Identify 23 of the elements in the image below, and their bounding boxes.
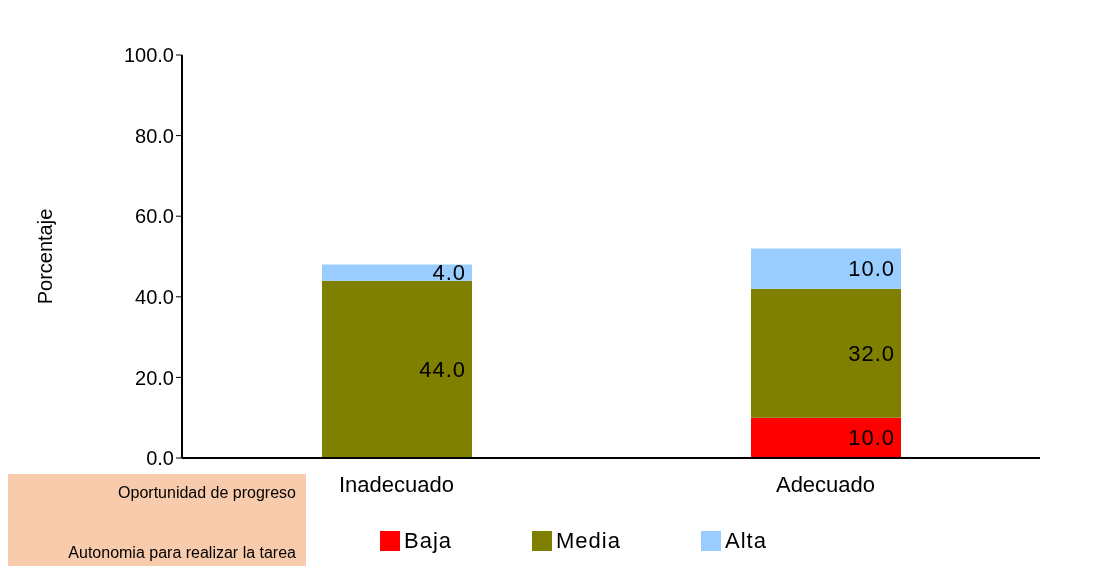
y-tick-label: 80.0: [135, 124, 174, 147]
y-tick-label: 40.0: [135, 285, 174, 308]
data-label: 10.0: [848, 256, 895, 282]
x-tick-label: Inadecuado: [339, 471, 454, 497]
bar: [322, 264, 472, 281]
y-tick-label: 100.0: [123, 44, 174, 67]
field-panel: Oportunidad de progreso Autonomia para realizar la tarea: [8, 474, 306, 566]
data-label: 32.0: [848, 340, 895, 366]
legend-label: Baja: [404, 528, 453, 554]
data-label: 44.0: [419, 356, 466, 382]
legend-label: Alta: [724, 528, 767, 554]
y-axis-title: Porcentaje: [34, 208, 57, 305]
data-label: 10.0: [848, 425, 895, 451]
x-tick-label: Adecuado: [775, 471, 876, 497]
y-tick-label: 20.0: [135, 366, 174, 389]
bar: [751, 248, 901, 289]
bar: [751, 417, 901, 458]
y-tick-label: 0.0: [146, 447, 174, 470]
data-label: 4.0: [432, 260, 466, 286]
legend-label: Media: [556, 528, 621, 554]
bar: [751, 288, 901, 418]
y-tick-label: 60.0: [135, 205, 174, 228]
bar: [322, 280, 472, 458]
